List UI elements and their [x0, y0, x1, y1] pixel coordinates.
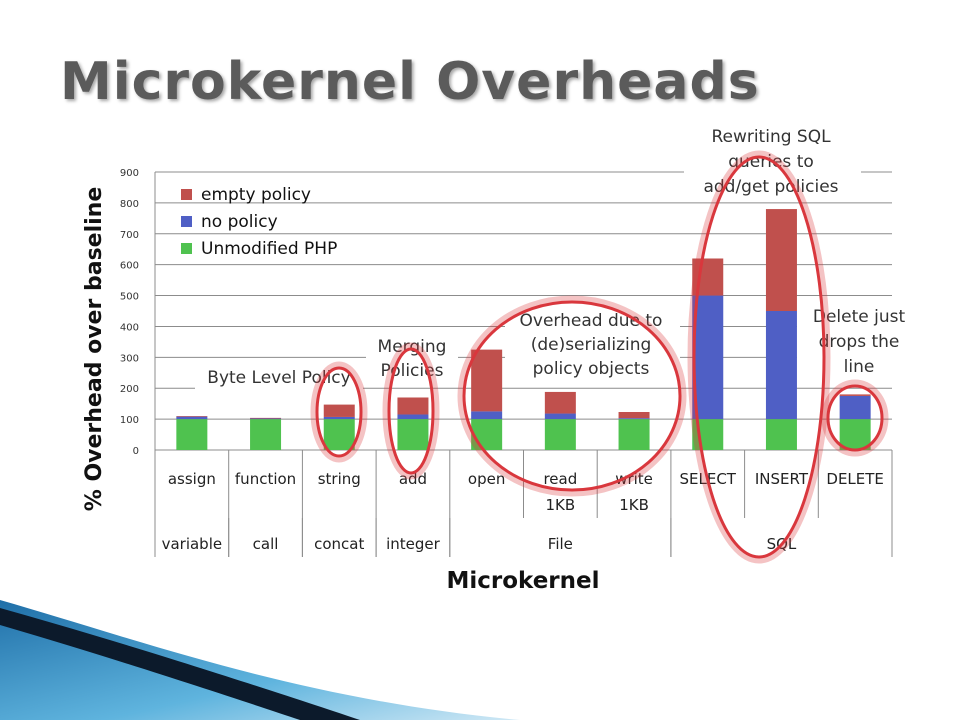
highlight-ring-glow	[310, 361, 368, 463]
bar-segment	[397, 419, 429, 450]
legend-swatch	[181, 216, 192, 227]
bar-segment	[323, 419, 355, 450]
slide-corner-decoration	[0, 600, 520, 720]
annotation-text: add/get policies	[703, 177, 838, 197]
y-tick-label: 900	[120, 168, 139, 179]
bar-segment	[765, 419, 797, 450]
bar-segment	[323, 404, 355, 417]
annotation-background	[797, 303, 917, 379]
annotation-text: line	[844, 357, 875, 377]
category-label: DELETE	[826, 470, 884, 488]
y-tick-label: 800	[120, 199, 139, 210]
y-tick-label: 400	[120, 322, 139, 333]
bar-segment	[618, 419, 650, 450]
category-label-line2: 1KB	[619, 496, 649, 514]
category-label: assign	[168, 470, 216, 488]
category-label: string	[318, 470, 361, 488]
group-label: integer	[386, 535, 441, 553]
legend: empty policy no policy Unmodified PHP	[181, 185, 337, 259]
highlight-ring	[462, 300, 682, 492]
annotation-background	[505, 308, 680, 384]
annotation-text: drops the	[819, 332, 900, 352]
bar-segment	[544, 391, 576, 414]
bar-segment	[765, 311, 797, 420]
highlight-ring-glow	[382, 342, 440, 480]
legend-label: Unmodified PHP	[201, 239, 337, 259]
group-label: File	[548, 535, 573, 553]
bar-segment	[397, 414, 429, 420]
bar-segment	[692, 295, 724, 420]
bar-segment	[765, 209, 797, 311]
bar-segment	[471, 419, 503, 450]
group-label: concat	[314, 535, 364, 553]
legend-label: no policy	[201, 212, 278, 232]
highlight-ring-glow	[457, 295, 687, 497]
bar-segment	[544, 419, 576, 450]
bar-segment	[618, 418, 650, 420]
category-label: function	[235, 470, 296, 488]
category-label: write	[615, 470, 653, 488]
annotation-text: (de)serializing	[531, 335, 652, 355]
bar-segment	[323, 416, 355, 420]
y-axis-title: % Overhead over baseline	[82, 187, 107, 512]
corner-dark-stripe	[0, 608, 360, 720]
bar-segment	[471, 349, 503, 412]
bar-segment	[176, 416, 208, 417]
group-label: variable	[162, 535, 223, 553]
annotation-text: Merging	[378, 337, 447, 357]
category-label-line2: 1KB	[546, 496, 576, 514]
x-axis-title: Microkernel	[446, 568, 599, 594]
bar-segment	[839, 394, 871, 396]
highlight-ring	[315, 366, 363, 458]
legend-swatch	[181, 243, 192, 254]
highlight-ring	[387, 347, 435, 475]
y-tick-label: 700	[120, 230, 139, 241]
highlight-ring-glow	[687, 150, 831, 564]
y-tick-label: 600	[120, 261, 139, 272]
annotation-text: Delete just	[813, 307, 906, 327]
bar-segment	[839, 395, 871, 420]
y-tick-label: 500	[120, 292, 139, 303]
annotation-text: Byte Level Policy	[207, 368, 350, 388]
y-tick-label: 100	[120, 415, 139, 426]
group-label: call	[253, 535, 279, 553]
bar-segment	[250, 417, 282, 419]
bar-segment	[250, 418, 282, 420]
category-label: add	[399, 470, 427, 488]
highlight-ring	[826, 384, 884, 452]
chart-bars	[176, 209, 871, 450]
bar-segment	[839, 419, 871, 450]
bar-segment	[471, 411, 503, 420]
y-tick-label: 0	[133, 446, 139, 457]
annotation-background	[366, 334, 458, 386]
bar-segment	[618, 412, 650, 419]
bar-segment	[397, 397, 429, 415]
annotation-text: policy objects	[533, 359, 650, 379]
bar-segment	[544, 413, 576, 420]
highlight-rings	[310, 150, 889, 564]
highlight-ring	[692, 155, 826, 559]
bar-segment	[250, 419, 282, 450]
corner-swoosh	[0, 600, 520, 720]
annotation-text: Rewriting SQL	[711, 127, 831, 147]
highlight-ring-glow	[821, 379, 889, 457]
y-tick-label: 300	[120, 353, 139, 364]
category-label: read	[543, 470, 577, 488]
y-tick-labels: 0 100 200 300 400 500 600 700 800 900	[120, 168, 139, 457]
category-label: INSERT	[755, 470, 809, 488]
y-tick-label: 200	[120, 384, 139, 395]
legend-label: empty policy	[201, 185, 311, 205]
bar-segment	[176, 416, 208, 420]
legend-swatch	[181, 189, 192, 200]
bar-segment	[176, 419, 208, 450]
category-label: open	[468, 470, 505, 488]
slide-title: Microkernel Overheads	[60, 52, 760, 112]
category-table: assign function string add open read 1KB write 1…	[154, 450, 893, 557]
